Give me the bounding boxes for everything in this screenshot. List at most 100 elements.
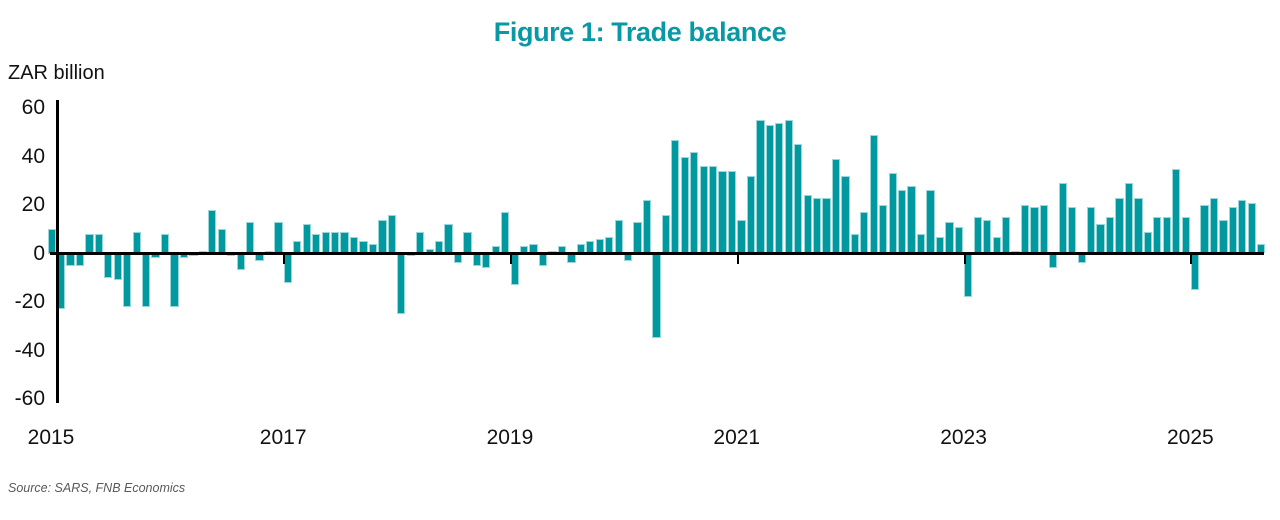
bar-2015-04 <box>85 234 94 254</box>
bar-2024-12 <box>1181 217 1190 254</box>
bar-2021-07 <box>794 144 803 254</box>
x-tick-label-2023: 2023 <box>940 426 987 449</box>
x-tick-label-2015: 2015 <box>27 426 75 449</box>
bar-2024-04 <box>1105 217 1115 254</box>
y-tick-label-40: 40 <box>21 144 45 168</box>
x-tick-2023 <box>963 255 966 264</box>
y-tick-label-20: 20 <box>21 193 45 216</box>
bar-2015-03 <box>75 253 85 266</box>
bar-2023-07 <box>1020 205 1030 254</box>
bar-2020-09 <box>699 166 708 254</box>
bar-2023-12 <box>1068 207 1077 254</box>
bar-2015-09 <box>132 231 141 254</box>
bar-2023-09 <box>1039 205 1049 254</box>
bar-2024-07 <box>1134 197 1143 254</box>
chart-title: Figure 1: Trade balance <box>493 17 787 47</box>
bar-2018-12 <box>501 212 510 254</box>
bar-2015-12 <box>160 234 170 254</box>
bar-2021-01 <box>737 219 746 254</box>
x-tick-label-2017: 2017 <box>259 426 307 449</box>
bar-2020-11 <box>718 171 727 254</box>
bar-2021-02 <box>746 175 756 254</box>
bar-2015-05 <box>94 234 104 254</box>
x-tick-2019 <box>509 255 512 264</box>
bar-2025-05 <box>1228 207 1238 254</box>
bar-2019-04 <box>538 253 548 266</box>
bar-2023-02 <box>973 217 982 254</box>
bar-2016-08 <box>236 253 245 271</box>
bar-2017-04 <box>312 234 321 254</box>
bar-2018-03 <box>416 231 425 254</box>
bar-2020-04 <box>652 253 661 339</box>
y-axis-line <box>56 100 59 403</box>
bar-2022-03 <box>869 134 878 254</box>
bar-2022-02 <box>860 212 869 254</box>
bar-2025-03 <box>1209 197 1219 254</box>
bar-2025-06 <box>1238 200 1247 254</box>
x-tick-2025 <box>1190 255 1193 264</box>
bar-2015-02 <box>66 253 75 266</box>
bar-2024-02 <box>1087 207 1096 254</box>
bar-2021-06 <box>784 120 793 254</box>
bar-2024-09 <box>1153 217 1162 254</box>
y-tick-label-0: 0 <box>33 241 45 265</box>
y-tick-label--60: -60 <box>14 387 45 410</box>
bar-2016-09 <box>245 221 255 254</box>
bar-2019-11 <box>605 236 614 254</box>
bar-2021-09 <box>812 197 822 254</box>
bar-2021-05 <box>775 122 784 254</box>
bar-2025-02 <box>1200 205 1209 254</box>
x-tick-label-2025: 2025 <box>1166 426 1214 449</box>
bar-2020-08 <box>690 151 699 254</box>
bar-2021-11 <box>831 158 841 254</box>
bar-2018-08 <box>463 231 472 254</box>
bar-2014-12 <box>47 229 56 254</box>
bar-2023-10 <box>1049 253 1058 269</box>
bar-2017-03 <box>302 224 311 254</box>
x-axis-zero-line <box>50 252 1264 255</box>
bar-2016-01 <box>170 253 179 307</box>
bar-2022-04 <box>879 205 888 254</box>
x-tick-label-2021: 2021 <box>713 426 761 449</box>
bar-2016-05 <box>208 209 217 254</box>
bar-2018-06 <box>444 224 453 254</box>
y-tick-label-60: 60 <box>21 96 45 119</box>
bar-2021-04 <box>765 124 774 254</box>
bar-2019-12 <box>614 219 623 254</box>
bar-2017-05 <box>321 231 330 254</box>
bar-2017-06 <box>331 231 340 254</box>
bar-2016-06 <box>217 229 226 254</box>
bar-2023-03 <box>983 219 992 254</box>
bar-2022-08 <box>916 234 926 254</box>
bar-2022-01 <box>850 234 860 254</box>
bar-2020-03 <box>642 200 652 254</box>
bar-2015-06 <box>104 253 113 278</box>
bar-2017-11 <box>378 219 387 254</box>
bar-2018-09 <box>472 253 482 266</box>
bar-2025-07 <box>1247 202 1256 254</box>
y-tick-label--40: -40 <box>14 338 45 362</box>
bar-2020-10 <box>709 166 718 254</box>
x-tick-label-2019: 2019 <box>486 426 534 449</box>
bar-2017-07 <box>340 231 349 254</box>
y-axis-unit-label: ZAR billion <box>8 62 105 84</box>
bar-2020-05 <box>661 214 671 254</box>
bar-2022-07 <box>907 185 916 254</box>
x-tick-2017 <box>283 255 286 264</box>
bar-2017-08 <box>349 236 359 254</box>
bar-2023-04 <box>992 236 1001 254</box>
bar-2024-11 <box>1172 168 1181 254</box>
bar-2022-12 <box>954 226 963 254</box>
x-tick-2021 <box>736 255 739 264</box>
bar-2022-10 <box>935 236 945 254</box>
bar-2023-08 <box>1030 207 1039 254</box>
bar-2021-08 <box>803 195 812 254</box>
bar-2022-06 <box>898 190 907 254</box>
bar-2024-05 <box>1115 197 1124 254</box>
bar-2015-10 <box>142 253 151 307</box>
bar-2022-05 <box>888 173 897 254</box>
bar-2018-10 <box>482 253 491 269</box>
bar-2020-12 <box>727 171 737 254</box>
y-tick-label--20: -20 <box>14 290 45 313</box>
